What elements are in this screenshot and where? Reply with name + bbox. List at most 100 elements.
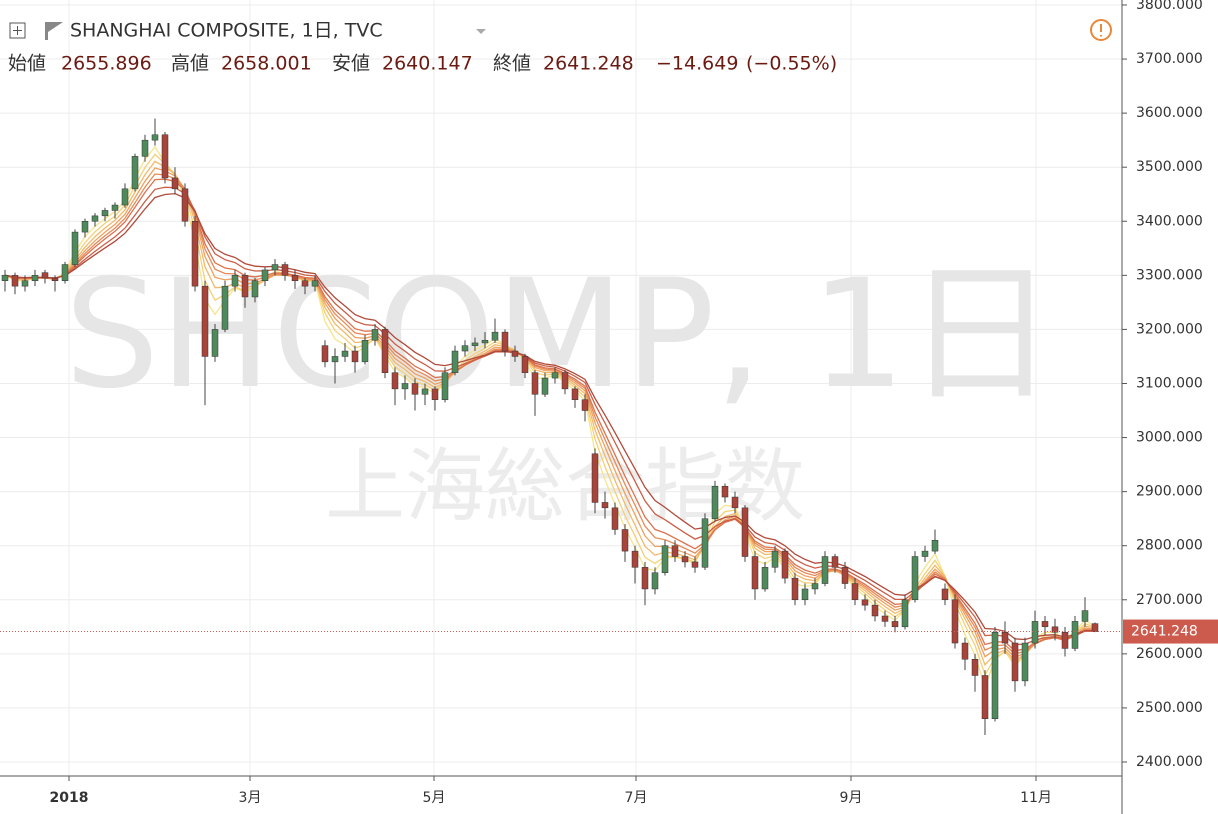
candle-body: [661, 545, 669, 573]
expand-icon[interactable]: [9, 22, 26, 39]
candle-body: [381, 329, 389, 373]
candle-body: [511, 350, 519, 357]
candle-body: [631, 550, 639, 568]
candle-body: [101, 210, 109, 217]
candle-body: [1051, 626, 1059, 633]
candle-body: [311, 280, 319, 287]
last-price-box: [1123, 619, 1218, 644]
candle-body: [461, 345, 469, 352]
candle-body: [1061, 631, 1069, 649]
candle-body: [211, 329, 219, 357]
candle-body: [841, 567, 849, 584]
candle-body: [411, 383, 419, 395]
candle-body: [271, 264, 279, 271]
candle-body: [11, 275, 19, 287]
candle-body: [711, 485, 719, 519]
candle-body: [251, 280, 259, 298]
candle-body: [791, 577, 799, 601]
candle-body: [71, 231, 79, 265]
ohlc-value: 2658.001: [221, 53, 312, 75]
candle-body: [751, 556, 759, 590]
candle-body: [421, 388, 429, 395]
y-tick-label: 2500.000: [1136, 700, 1203, 716]
y-tick-label: 2800.000: [1136, 538, 1203, 554]
candle-body: [361, 339, 369, 363]
candle-body: [341, 350, 349, 357]
candle-body: [831, 556, 839, 568]
candle-body: [761, 567, 769, 590]
candle-body: [911, 556, 919, 601]
candle-body: [281, 264, 289, 276]
candle-body: [601, 502, 609, 509]
last-price-label: 2641.248: [1131, 624, 1198, 640]
candle-body: [921, 550, 929, 557]
candle-body: [451, 350, 459, 373]
candle-body: [401, 383, 409, 390]
candle-body: [61, 264, 69, 281]
ohlc-value: 2641.248: [543, 53, 634, 75]
x-tick-label: 11月: [1020, 790, 1052, 806]
candle-body: [181, 188, 189, 222]
candles: [1, 118, 1099, 735]
y-tick-label: 3000.000: [1136, 430, 1203, 446]
ohlc-value: 2655.896: [61, 53, 152, 75]
candle-body: [1021, 642, 1029, 682]
candle-body: [491, 331, 499, 341]
alert-icon[interactable]: [1090, 19, 1112, 41]
y-tick-label: 2400.000: [1136, 754, 1203, 770]
candle-body: [931, 540, 939, 552]
candle-body: [91, 215, 99, 222]
candle-body: [811, 583, 819, 590]
candle-body: [1, 275, 9, 281]
candle-body: [21, 280, 29, 287]
y-tick-label: 3600.000: [1136, 105, 1203, 121]
candle-body: [261, 269, 269, 281]
candle-body: [561, 372, 569, 390]
y-tick-label: 2900.000: [1136, 484, 1203, 500]
candle-body: [41, 272, 49, 279]
ohlc-value: 2640.147: [382, 53, 473, 75]
change: −14.649: [656, 53, 738, 75]
y-tick-label: 2600.000: [1136, 646, 1203, 662]
ohlc-row: 始値 2655.896 高値 2658.001 安値 2640.147 終値 2…: [8, 53, 837, 75]
candle-body: [571, 388, 579, 400]
candle-body: [541, 377, 549, 395]
candle-body: [51, 277, 59, 281]
candle-body: [861, 599, 869, 606]
watermark: SHCOMP, 1日: [64, 248, 1055, 422]
candle-body: [521, 356, 529, 373]
candle-body: [641, 567, 649, 590]
candle-body: [191, 221, 199, 287]
y-tick-label: 3200.000: [1136, 321, 1203, 337]
candle-body: [131, 156, 139, 190]
candle-body: [81, 221, 89, 233]
candle-body: [731, 496, 739, 509]
candle-body: [1001, 631, 1009, 644]
candle-body: [201, 285, 209, 357]
change-pct: (−0.55%): [746, 53, 837, 75]
candle-body: [941, 588, 949, 601]
flag-icon[interactable]: [45, 22, 63, 40]
candle-body: [871, 604, 879, 617]
candle-body: [971, 659, 979, 676]
candle-body: [171, 177, 179, 190]
expand-icon-plus: [13, 26, 22, 35]
candle-body: [951, 599, 959, 644]
dropdown-arrow[interactable]: [476, 29, 486, 34]
candle-body: [901, 599, 909, 628]
candle-body: [581, 399, 589, 411]
candle-body: [741, 507, 749, 557]
y-tick-label: 3300.000: [1136, 267, 1203, 283]
candle-body: [241, 275, 249, 298]
candle-body: [981, 675, 989, 719]
candle-body: [621, 529, 629, 552]
y-tick-label: 3400.000: [1136, 213, 1203, 229]
candle-body: [991, 631, 999, 719]
candle-body: [1081, 610, 1089, 622]
header-title: SHANGHAI COMPOSITE, 1日, TVC: [70, 20, 383, 42]
candle-body: [551, 372, 559, 379]
candle-body: [151, 134, 159, 141]
candle-body: [501, 331, 509, 352]
candle-body: [441, 372, 449, 400]
